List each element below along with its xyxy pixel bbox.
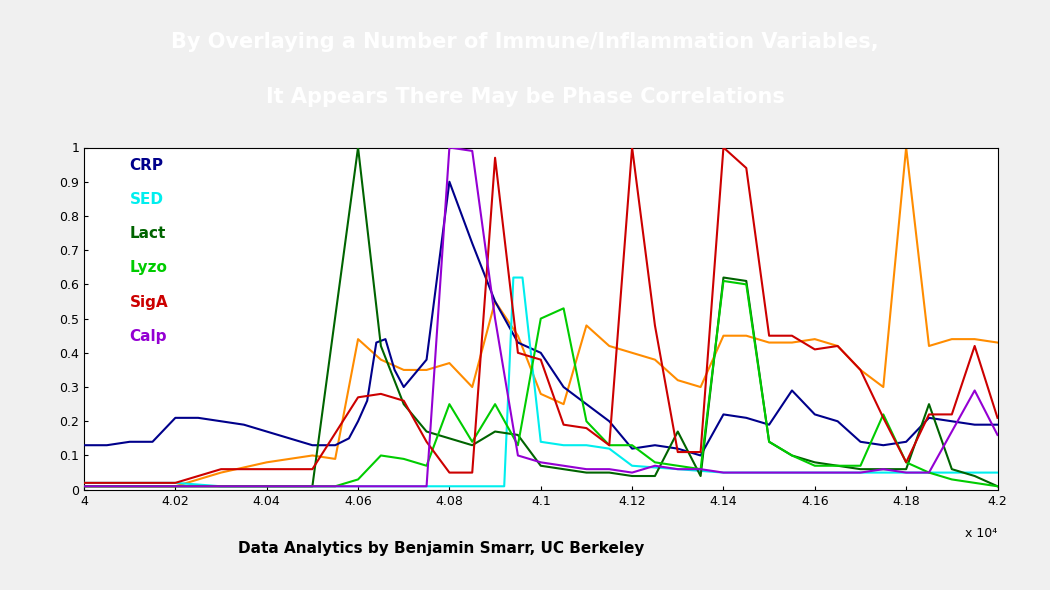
Text: Data Analytics by Benjamin Smarr, UC Berkeley: Data Analytics by Benjamin Smarr, UC Ber…: [237, 541, 645, 556]
Text: SigA: SigA: [130, 294, 168, 310]
Text: Calp: Calp: [130, 329, 167, 344]
Text: SED: SED: [130, 192, 164, 207]
Text: CRP: CRP: [130, 158, 164, 173]
Text: It Appears There May be Phase Correlations: It Appears There May be Phase Correlatio…: [266, 87, 784, 107]
Text: Lact: Lact: [130, 226, 166, 241]
Text: x 10⁴: x 10⁴: [965, 527, 998, 540]
Text: Lyzo: Lyzo: [130, 260, 168, 276]
Text: By Overlaying a Number of Immune/Inflammation Variables,: By Overlaying a Number of Immune/Inflamm…: [171, 31, 879, 51]
